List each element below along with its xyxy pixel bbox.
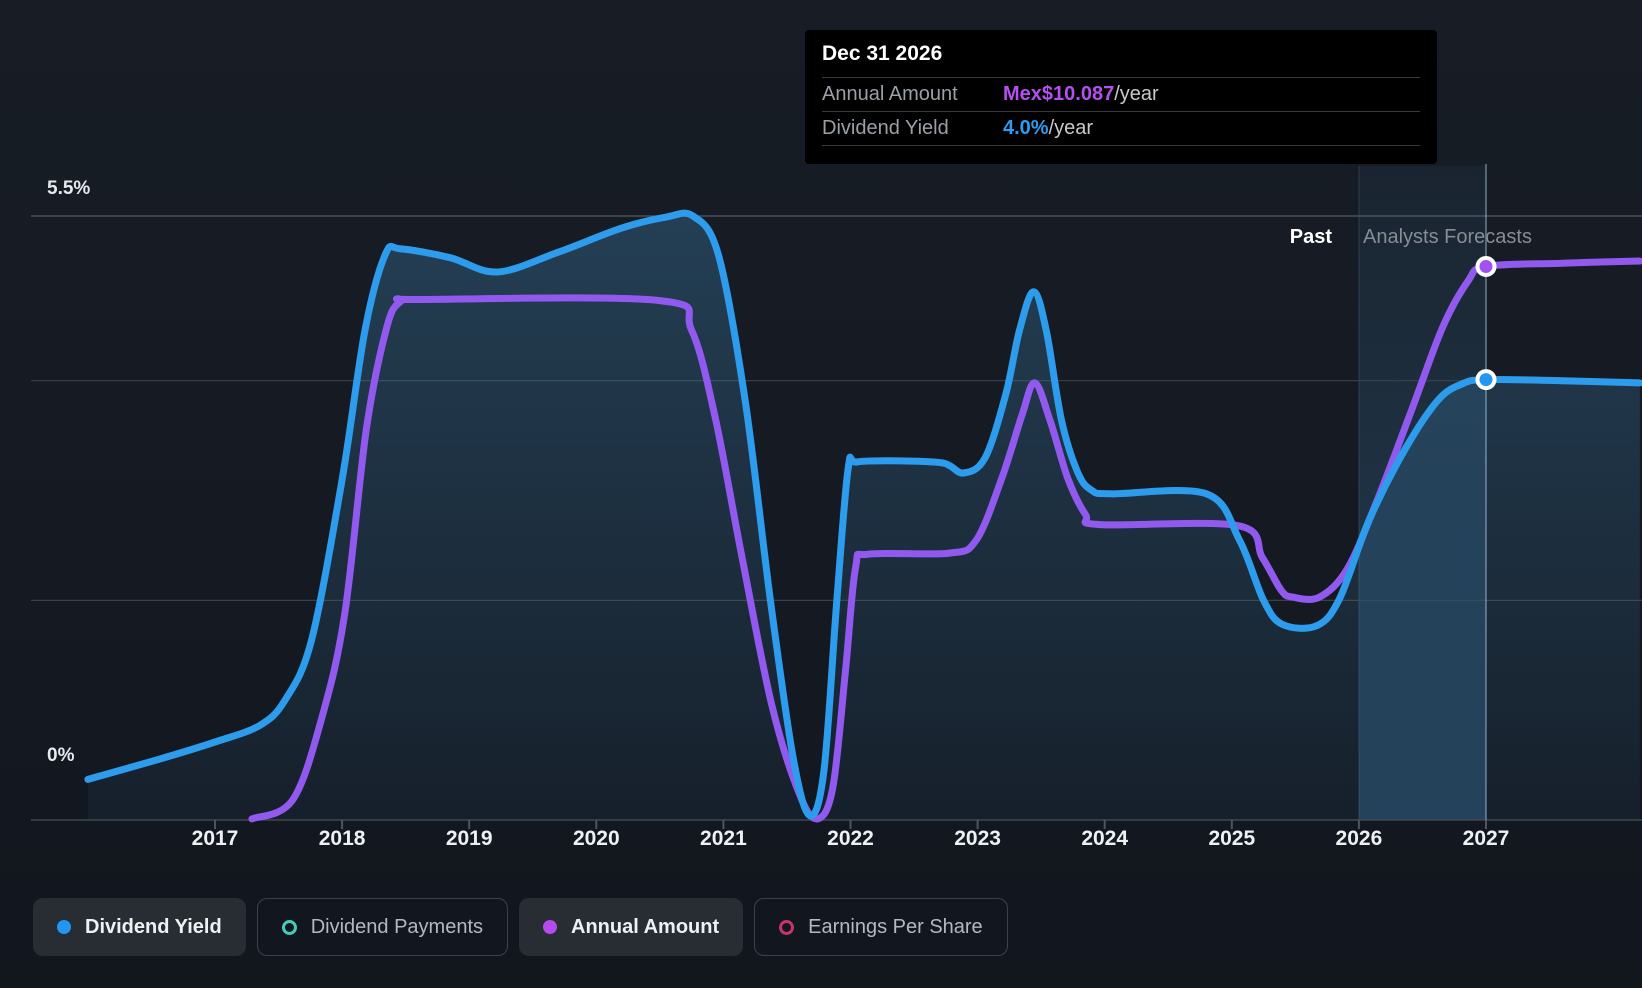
dividend-yield-marker-dot[interactable] <box>1475 369 1497 391</box>
annual-amount-dot-icon <box>543 920 558 934</box>
tooltip-value-suffix: /year <box>1048 117 1094 139</box>
tooltip-value-suffix: /year <box>1114 83 1159 105</box>
tooltip-label: Annual Amount <box>822 83 958 105</box>
x-axis-label-2018: 2018 <box>318 827 366 850</box>
dividend-payments-ring-icon <box>281 919 297 935</box>
legend-toggle-annual-amount[interactable]: Annual Amount <box>519 898 744 956</box>
x-axis-label-2022: 2022 <box>827 827 874 850</box>
legend-label: Dividend Payments <box>310 915 484 938</box>
y-axis-label-zero: 0% <box>47 745 75 766</box>
legend-label: Earnings Per Share <box>808 915 983 938</box>
x-axis-label-2020: 2020 <box>572 827 620 850</box>
tooltip-date: Dec 31 2026 <box>822 41 943 65</box>
analysts-forecasts-label: Analysts Forecasts <box>1363 226 1532 248</box>
tooltip-value-group: 4.0%/year <box>1003 117 1093 140</box>
legend: Dividend Yield Dividend Payments Annual … <box>33 898 1008 956</box>
dividend-yield-area <box>87 213 1640 820</box>
tooltip-value: Mex$10.087 <box>1003 83 1115 105</box>
past-region-label: Past <box>1289 226 1332 248</box>
x-axis-label-2026: 2026 <box>1335 827 1383 850</box>
legend-label: Dividend Yield <box>85 915 222 938</box>
legend-toggle-earnings-per-share[interactable]: Earnings Per Share <box>754 898 1008 956</box>
tooltip-label: Dividend Yield <box>822 117 949 139</box>
legend-label: Annual Amount <box>571 915 720 938</box>
x-axis-label-2024: 2024 <box>1081 827 1129 850</box>
x-axis-label-2023: 2023 <box>954 827 1001 850</box>
dividend-yield-dot-icon <box>57 920 71 934</box>
x-axis-label-2027: 2027 <box>1462 827 1510 850</box>
tooltip-row-dividend-yield: Dividend Yield 4.0%/year <box>822 111 1420 146</box>
earnings-per-share-ring-icon <box>779 919 795 935</box>
legend-toggle-dividend-payments[interactable]: Dividend Payments <box>256 898 509 956</box>
x-axis-label-2019: 2019 <box>445 827 493 850</box>
y-axis-label-max: 5.5% <box>47 178 91 199</box>
annual-amount-line[interactable] <box>248 257 1642 823</box>
annual-amount-marker-dot[interactable] <box>1475 256 1497 277</box>
tooltip-value: 4.0% <box>1003 117 1049 139</box>
x-axis-label-2017: 2017 <box>191 827 239 850</box>
x-axis-label-2025: 2025 <box>1208 827 1256 850</box>
legend-toggle-dividend-yield[interactable]: Dividend Yield <box>33 898 246 956</box>
tooltip-row-annual-amount: Annual Amount Mex$10.087/year <box>822 77 1420 111</box>
dividend-yield-line[interactable] <box>84 209 1642 820</box>
tooltip-value-group: Mex$10.087/year <box>1003 83 1159 106</box>
x-axis-label-2021: 2021 <box>700 827 747 850</box>
hover-tooltip: Dec 31 2026 Annual Amount Mex$10.087/yea… <box>805 30 1437 164</box>
